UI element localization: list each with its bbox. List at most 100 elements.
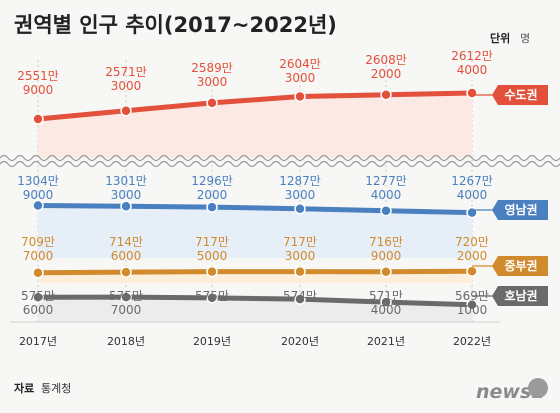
data-label-sub-수도권-2021년: 2000 <box>371 67 402 81</box>
data-label-호남권-2020년: 574만 <box>283 289 317 303</box>
point-영남권-2018년 <box>120 200 132 212</box>
data-label-영남권-2018년: 1301만 <box>105 174 147 188</box>
data-label-호남권-2017년: 575만 <box>21 289 55 303</box>
data-label-중부권-2020년: 717만 <box>283 235 317 249</box>
data-label-수도권-2018년: 2571만 <box>105 65 147 79</box>
data-label-sub-중부권-2018년: 6000 <box>111 249 142 263</box>
data-label-중부권-2017년: 709만 <box>21 235 55 249</box>
point-수도권-2018년 <box>120 104 132 117</box>
data-label-수도권-2021년: 2608만 <box>365 53 407 67</box>
data-label-수도권-2019년: 2589만 <box>191 61 233 75</box>
x-tick-2020년: 2020년 <box>281 335 319 348</box>
data-label-sub-수도권-2017년: 9000 <box>23 83 54 97</box>
series-lines <box>32 87 478 311</box>
data-label-sub-수도권-2019년: 3000 <box>197 75 228 89</box>
x-tick-2022년: 2022년 <box>453 335 491 348</box>
line-중부권 <box>35 268 475 276</box>
grid-lines <box>37 60 473 322</box>
break-line-top <box>0 154 560 162</box>
area-영남권 <box>38 205 472 258</box>
series-tag-box <box>492 85 548 105</box>
data-label-호남권-2019년: 575만 <box>195 289 229 303</box>
data-label-호남권-2018년: 575만 <box>109 289 143 303</box>
data-label-sub-영남권-2019년: 2000 <box>197 188 228 202</box>
logo-text: news1 <box>476 381 545 403</box>
point-중부권-2019년 <box>206 265 218 278</box>
data-label-호남권-2021년: 571만 <box>369 289 403 303</box>
data-label-sub-영남권-2017년: 9000 <box>23 188 54 202</box>
x-tick-2021년: 2021년 <box>367 335 405 348</box>
logo-mark <box>528 378 548 398</box>
x-axis-ticks: 2017년 2018년 2019년 2020년 2021년 2022년 <box>10 321 500 348</box>
line-수도권 <box>35 90 475 122</box>
point-호남권-2017년 <box>32 291 44 303</box>
series-tag-영남권: 영남권 <box>472 200 548 220</box>
data-label-sub-중부권-2019년: 5000 <box>197 249 228 263</box>
data-label-sub-수도권-2022년: 4000 <box>457 63 488 77</box>
source-value: 통계청 <box>41 382 71 395</box>
data-label-sub-중부권-2017년: 7000 <box>23 249 54 263</box>
point-수도권-2020년 <box>294 90 306 103</box>
chart-title: 권역별 인구 추이(2017~2022년) <box>14 13 337 37</box>
point-중부권-2020년 <box>294 265 306 278</box>
data-label-수도권-2022년: 2612만 <box>451 49 493 63</box>
unit-label: 단위 <box>490 31 510 45</box>
point-중부권-2017년 <box>32 267 44 279</box>
data-label-영남권-2021년: 1277만 <box>365 174 407 188</box>
series-tag-text: 수도권 <box>504 88 537 102</box>
data-label-sub-중부권-2021년: 9000 <box>371 249 402 263</box>
point-영남권-2022년 <box>466 206 478 219</box>
data-label-중부권-2019년: 717만 <box>195 235 229 249</box>
data-label-영남권-2017년: 1304만 <box>17 174 59 188</box>
area-수도권 <box>38 93 472 158</box>
series-tag-box <box>492 256 548 276</box>
series-tag-text: 호남권 <box>504 288 537 303</box>
point-호남권-2022년 <box>466 299 478 311</box>
news1-logo: news1 <box>476 378 548 403</box>
data-labels: 2551만90002571만30002589만30002604만30002608… <box>17 49 493 317</box>
point-영남권-2020년 <box>294 203 306 215</box>
data-label-sub-영남권-2018년: 3000 <box>111 188 142 202</box>
point-호남권-2020년 <box>294 293 306 305</box>
x-tick-2019년: 2019년 <box>193 335 231 348</box>
data-label-sub-영남권-2020년: 3000 <box>285 188 316 202</box>
data-label-중부권-2022년: 720만 <box>455 235 489 249</box>
point-중부권-2018년 <box>120 266 132 278</box>
data-label-sub-수도권-2020년: 3000 <box>285 71 316 85</box>
series-tag-box <box>492 286 548 306</box>
x-tick-2017년: 2017년 <box>19 335 57 348</box>
point-영남권-2021년 <box>380 204 392 217</box>
data-label-수도권-2020년: 2604만 <box>279 57 321 71</box>
series-tag-text: 중부권 <box>504 259 537 273</box>
data-label-sub-영남권-2021년: 4000 <box>371 188 402 202</box>
data-label-sub-영남권-2022년: 4000 <box>457 188 488 202</box>
point-호남권-2018년 <box>120 291 132 303</box>
data-label-영남권-2020년: 1287만 <box>279 174 321 188</box>
data-label-sub-중부권-2020년: 3000 <box>285 249 316 263</box>
point-영남권-2017년 <box>32 199 44 212</box>
source-label: 자료 <box>14 381 34 395</box>
data-label-sub-호남권-2022년: 1000 <box>457 303 488 317</box>
data-label-수도권-2017년: 2551만 <box>17 69 59 83</box>
series-tag-text: 영남권 <box>504 202 537 217</box>
point-호남권-2021년 <box>380 296 392 308</box>
data-label-sub-호남권-2021년: 4000 <box>371 303 402 317</box>
data-label-중부권-2018년: 714만 <box>109 235 143 249</box>
point-수도권-2021년 <box>380 89 392 101</box>
data-label-sub-수도권-2018년: 3000 <box>111 79 142 93</box>
series-tag-box <box>492 200 548 220</box>
data-label-중부권-2021년: 716만 <box>369 235 403 249</box>
point-중부권-2022년 <box>466 265 478 277</box>
series-tag-수도권: 수도권 <box>472 85 548 105</box>
point-수도권-2019년 <box>206 97 218 109</box>
data-label-영남권-2022년: 1267만 <box>451 174 493 188</box>
data-label-sub-중부권-2022년: 2000 <box>457 249 488 263</box>
data-label-영남권-2019년: 1296만 <box>191 174 233 188</box>
line-영남권 <box>35 203 475 216</box>
point-영남권-2019년 <box>206 201 218 213</box>
unit-value: 명 <box>520 32 530 45</box>
data-label-sub-호남권-2017년: 6000 <box>23 303 54 317</box>
